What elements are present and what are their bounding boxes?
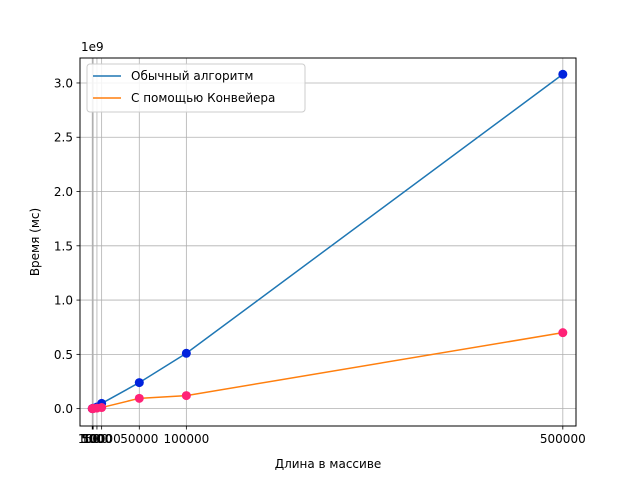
series-0-point: [181, 348, 191, 358]
y-tick-label: 0.0: [54, 402, 73, 416]
series-1-point: [97, 403, 107, 413]
legend-frame: [86, 63, 306, 113]
y-offset-label: 1e9: [81, 40, 104, 54]
series-line-1: [92, 331, 563, 410]
y-tick-label: 2.5: [54, 131, 73, 145]
series-0-point: [134, 378, 144, 388]
y-tick-label: 0.5: [54, 348, 73, 362]
y-tick-label: 1.5: [54, 239, 73, 253]
legend: Обычный алгоритм С помощью Конвейера: [86, 63, 306, 113]
x-tick-label: 50000: [120, 432, 158, 446]
legend-label-pipeline: С помощью Конвейера: [131, 91, 275, 105]
x-tick-label: 100: [81, 432, 104, 446]
x-tick-label: 10000: [83, 432, 121, 446]
series-0-point: [558, 69, 568, 79]
x-axis-label: Длина в массиве: [275, 457, 382, 471]
x-tick-label: 500000: [540, 432, 586, 446]
x-tick-label: 100000: [163, 432, 209, 446]
y-axis-label: Время (мс): [28, 208, 42, 276]
y-tick-label: 1.0: [54, 294, 73, 308]
series-line-0: [91, 73, 564, 410]
legend-label-regular: Обычный алгоритм: [131, 69, 253, 83]
x-tick-label: 5000: [82, 432, 113, 446]
plot-series: [87, 69, 568, 414]
x-tick-label: 50: [85, 432, 100, 446]
grid-lines: [80, 58, 576, 426]
series-1-point: [181, 391, 191, 401]
series-1-point: [558, 328, 568, 338]
x-tick-label: 500: [81, 432, 104, 446]
y-tick-label: 3.0: [54, 76, 73, 90]
y-tick-label: 2.0: [54, 185, 73, 199]
plot-area-frame: [79, 57, 577, 427]
x-tick-label: 1000: [78, 432, 109, 446]
series-1-point: [134, 393, 144, 403]
